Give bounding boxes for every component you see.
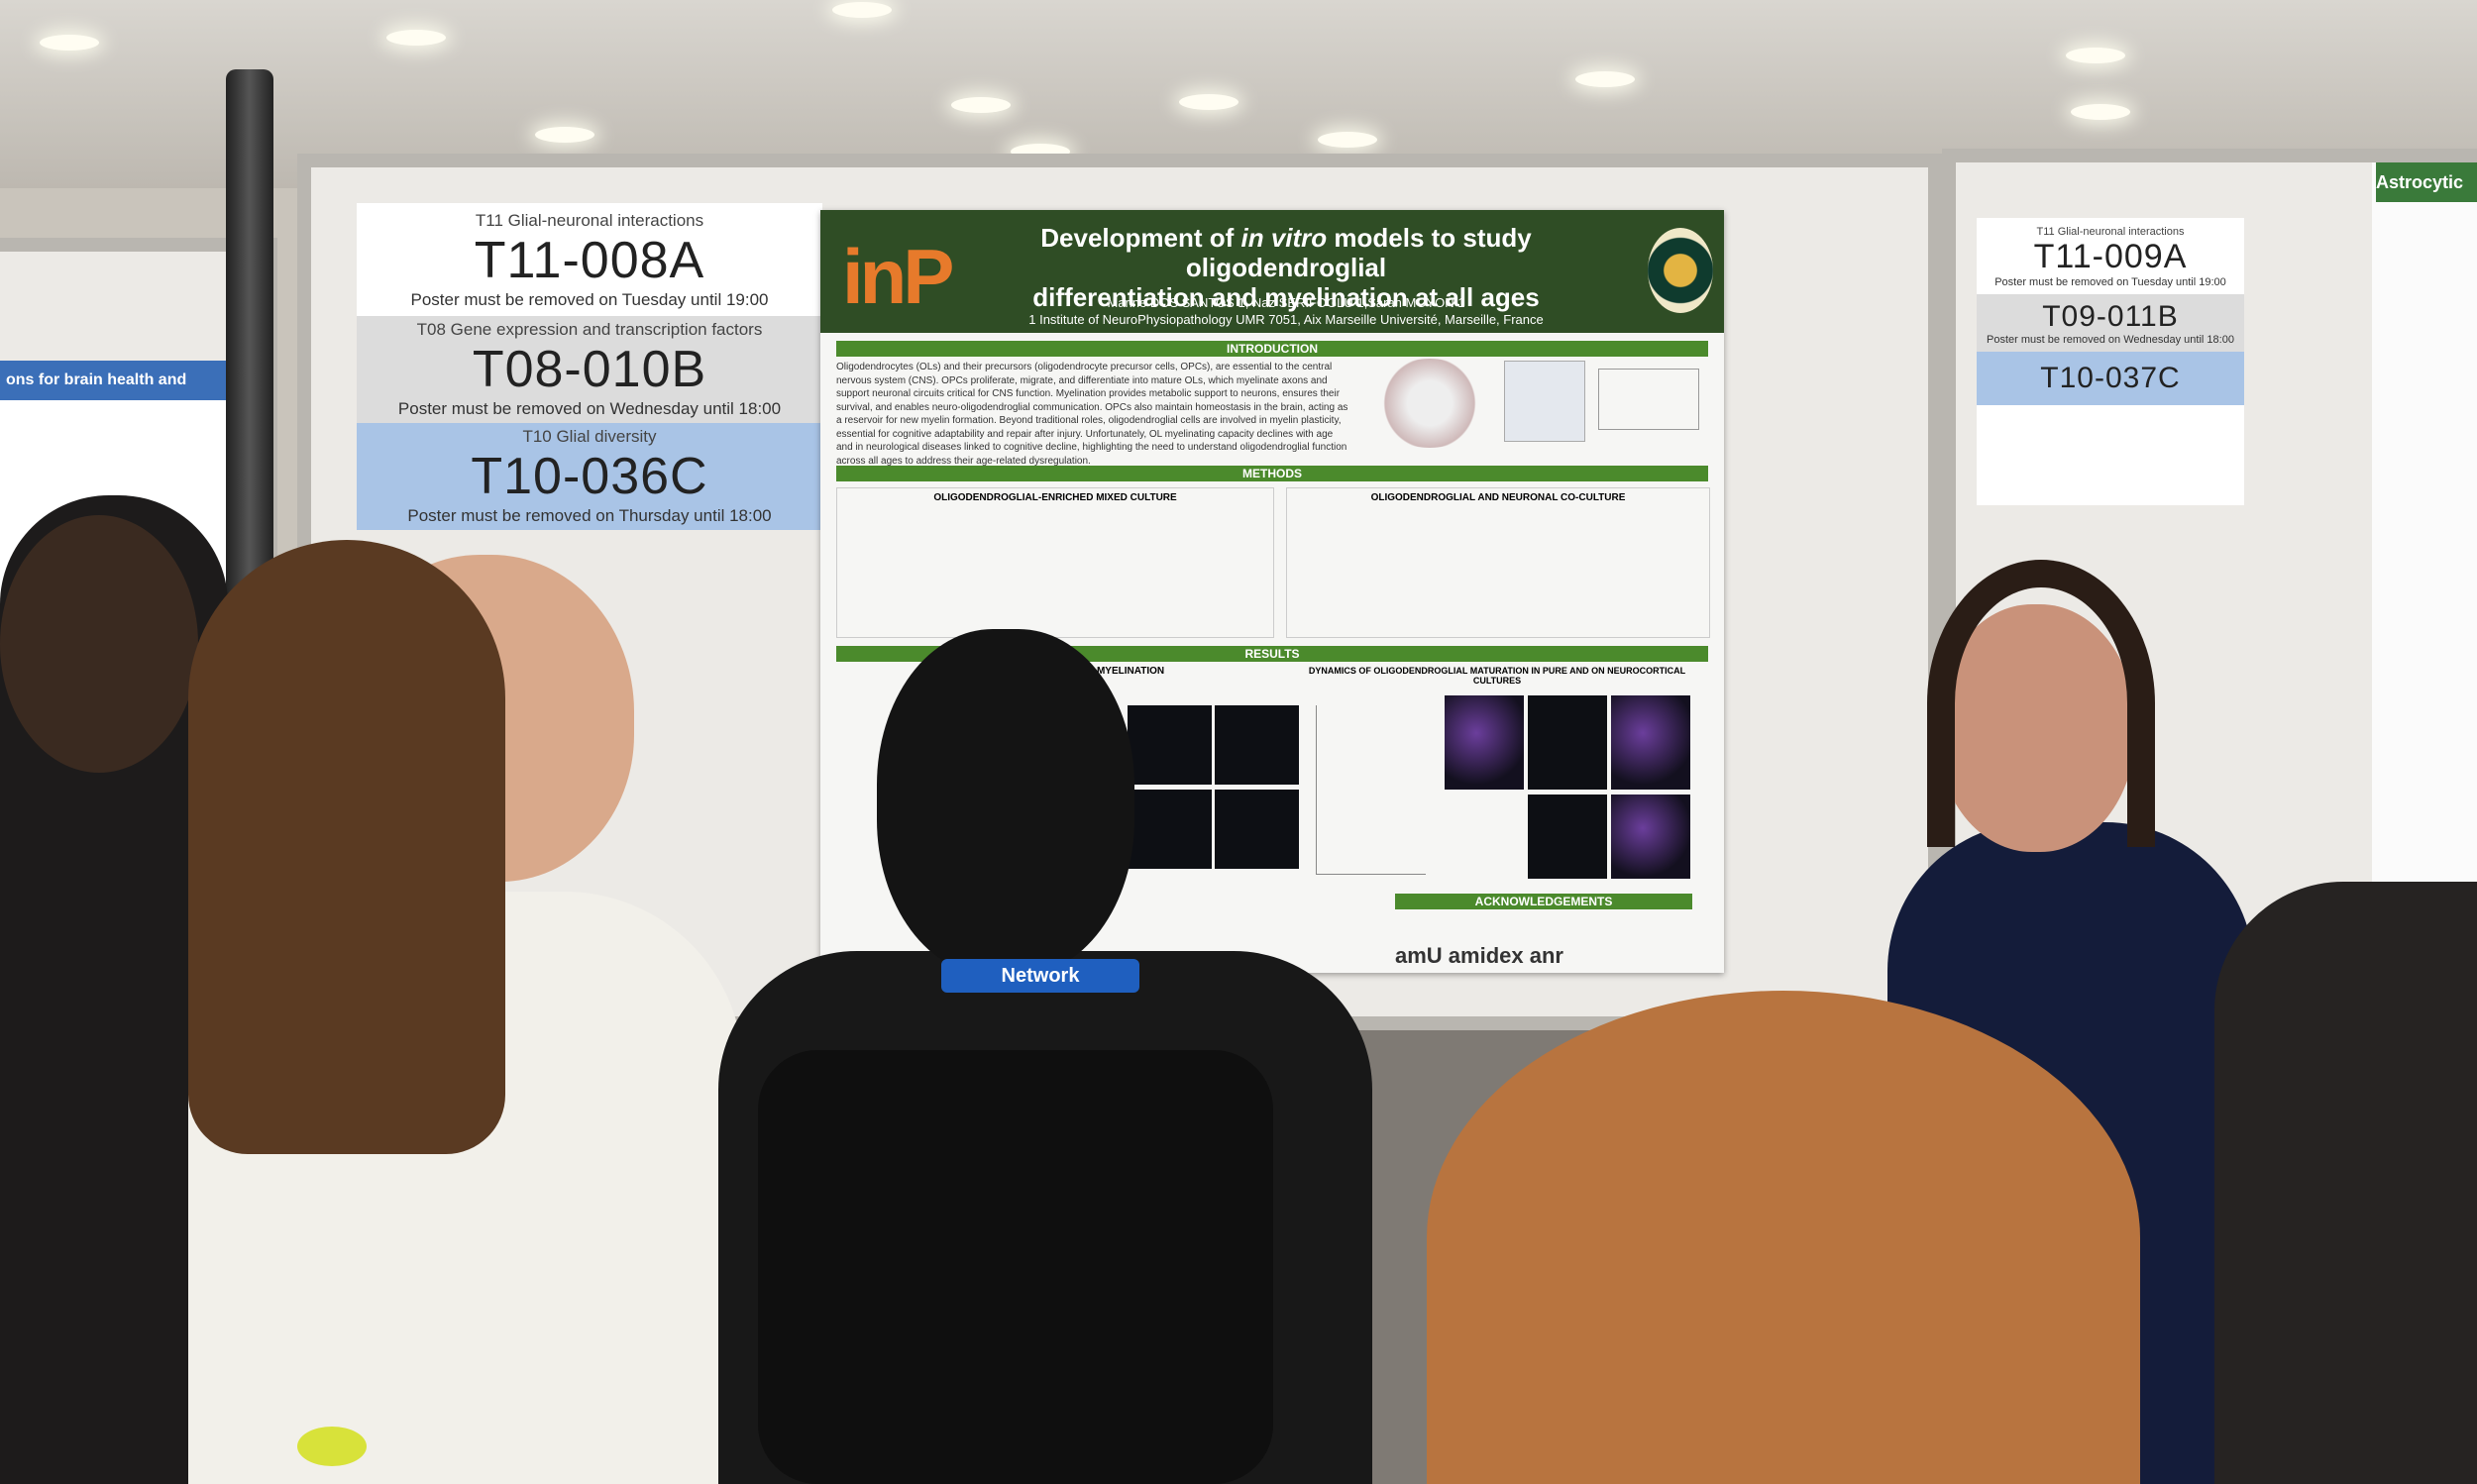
ceiling-light [2066,48,2125,63]
person-backpack-head [877,629,1134,976]
tag-code: T11-009A [2033,238,2188,275]
tag-code: T10-037C [2040,362,2181,394]
ceiling-light [951,97,1011,113]
inp-logo: inP [842,233,954,320]
poster-title: Development of in vitro models to study … [969,223,1603,313]
methods-right-panel: OLIGODENDROGLIAL AND NEURONAL CO-CULTURE [1286,487,1710,638]
tripod-pole [226,69,273,634]
tag-removal-note: Poster must be removed on Wednesday unti… [1987,334,2234,346]
tag-removal-note: Poster must be removed on Tuesday until … [1994,276,2226,288]
microscopy-image [1528,695,1607,790]
section-acknowledgements: ACKNOWLEDGEMENTS [1395,894,1692,909]
cell-network-illustration [1504,361,1585,442]
ceiling-light [2071,104,2130,120]
ceiling-light [535,127,594,143]
tag-removal-note: Poster must be removed on Thursday until… [407,506,772,525]
poster-number-tag-right: T11 Glial-neuronal interactions T11-009A… [1977,218,2244,505]
section-introduction: INTRODUCTION [836,341,1708,357]
section-methods: METHODS [836,466,1708,481]
methods-right-heading: OLIGODENDROGLIAL AND NEURONAL CO-CULTURE [1370,492,1626,503]
poster-number-tag-left: T11 Glial-neuronal interactions T11-008A… [357,203,822,530]
microscopy-image [1611,795,1690,879]
ceiling-light [40,35,99,51]
microscopy-image [1611,695,1690,790]
tag-band-blue: T10-037C [1977,352,2244,405]
function-diagram [1598,369,1699,430]
tag-category: T11 Glial-neuronal interactions [2036,226,2185,238]
person-curly-hair-hair [188,540,505,1154]
brain-slice-illustration [1370,359,1489,448]
microscopy-image [1128,705,1212,785]
tag-band-blue: T10 Glial diversity T10-036C Poster must… [357,423,822,530]
lanyard-center: Network [941,959,1139,993]
results-right-heading: DYNAMICS OF OLIGODENDROGLIAL MATURATION … [1308,666,1686,686]
person-foreground-right [2214,882,2477,1484]
person-far-left-hair [0,515,198,773]
ceiling-light [832,2,892,18]
institute-emblem-icon [1648,228,1713,313]
right-poster-title: Astrocytic [2376,162,2477,202]
tag-code: T08-010B [472,341,707,398]
tag-category: T08 Gene expression and transcription fa… [416,320,763,339]
microscopy-image [1215,705,1299,785]
poster-authors: Marine DOS SANTOS 1, Naz SERIFOGLU 1,Sar… [1107,295,1465,310]
bar-chart-figure [1316,705,1426,875]
tag-category: T10 Glial diversity [522,427,657,446]
right-poster: Astrocytic [2372,162,2477,955]
tag-code: T11-008A [474,232,705,289]
ceiling-light [1318,132,1377,148]
poster-affiliation: 1 Institute of NeuroPhysiopathology UMR … [1028,312,1544,327]
title-part: Development of [1040,223,1241,253]
title-italic-part: in vitro [1240,223,1328,253]
tag-category: T11 Glial-neuronal interactions [475,211,704,230]
yellow-cup [297,1427,367,1466]
title-part: models to study oligodendroglial [1185,223,1532,282]
tag-band-grey: T08 Gene expression and transcription fa… [357,316,822,423]
methods-left-panel: OLIGODENDROGLIAL-ENRICHED MIXED CULTURE [836,487,1274,638]
person-foreground-red-hair [1427,991,2140,1484]
introduction-text: Oligodendrocytes (OLs) and their precurs… [836,362,1348,467]
presenter-hair [1927,560,2155,847]
methods-left-heading: OLIGODENDROGLIAL-ENRICHED MIXED CULTURE [933,492,1177,503]
left-poster-title: ons for brain health and depression [0,361,248,428]
tag-code: T09-011B [2042,300,2179,333]
ceiling-light [1575,71,1635,87]
title-part: differentiation and myelination at all a… [1032,281,1540,312]
backpack [758,1050,1273,1484]
microscopy-image [1128,790,1212,869]
tag-code: T10-036C [471,448,708,505]
tag-removal-note: Poster must be removed on Wednesday unti… [397,399,782,418]
funding-logos: amU amidex anr [1395,943,1563,968]
microscopy-image [1215,790,1299,869]
poster-header: inP Development of in vitro models to st… [820,210,1724,333]
tag-band-grey: T09-011B Poster must be removed on Wedne… [1977,294,2244,352]
microscopy-image [1445,695,1524,790]
ceiling-light [386,30,446,46]
ceiling-light [1179,94,1238,110]
tag-removal-note: Poster must be removed on Tuesday until … [410,290,769,309]
microscopy-image [1528,795,1607,879]
